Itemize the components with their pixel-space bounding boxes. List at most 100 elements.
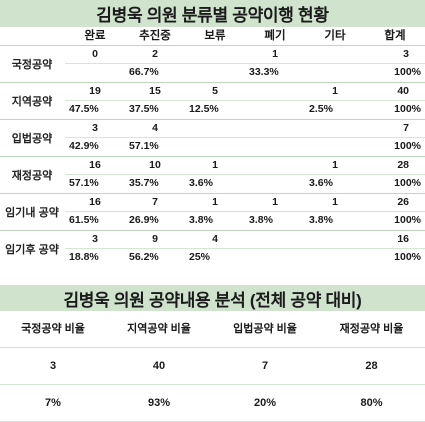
percent-cell: 26.9% bbox=[129, 214, 159, 226]
percent-cell: 18.8% bbox=[69, 251, 99, 263]
analysis-percent-row: 7% 93% 20% 80% bbox=[0, 384, 425, 422]
count-cell bbox=[245, 120, 305, 137]
count-cell: 1 bbox=[272, 48, 278, 60]
header-fiscal-ratio: 재정공약 비율 bbox=[339, 323, 404, 335]
count-cells: 16 10 1 1 28 bbox=[65, 157, 425, 174]
count-cell bbox=[305, 231, 365, 248]
count-cell: 3 bbox=[92, 122, 98, 134]
count-cell: 2 bbox=[152, 48, 158, 60]
count-cell: 3 bbox=[403, 48, 409, 60]
count-cell: 9 bbox=[152, 233, 158, 245]
percent-cell: 66.7% bbox=[129, 66, 159, 78]
percent-cell: 100% bbox=[394, 251, 421, 263]
row-divider bbox=[65, 174, 425, 175]
percent-cells: 18.8% 56.2% 25% 100% bbox=[65, 249, 425, 266]
percent-cell bbox=[245, 101, 305, 118]
percent-cell bbox=[65, 64, 125, 81]
count-cell: 0 bbox=[92, 48, 98, 60]
row-label: 입법공약 bbox=[0, 120, 64, 156]
row-divider bbox=[65, 63, 425, 64]
percent-cell: 100% bbox=[394, 103, 421, 115]
count-cells: 3 4 7 bbox=[65, 120, 425, 137]
count-cell: 1 bbox=[212, 159, 218, 171]
row-label: 임기후 공약 bbox=[0, 231, 64, 267]
percent-cell: 37.5% bbox=[129, 103, 159, 115]
regional-count: 40 bbox=[152, 360, 166, 372]
regional-percent: 93% bbox=[147, 397, 171, 409]
row-label: 재정공약 bbox=[0, 157, 64, 193]
percent-cell: 12.5% bbox=[189, 103, 219, 115]
count-cells: 3 9 4 16 bbox=[65, 231, 425, 248]
count-cell bbox=[185, 46, 245, 63]
count-cell: 3 bbox=[92, 233, 98, 245]
header-on-hold: 보류 bbox=[204, 30, 226, 42]
percent-cell: 42.9% bbox=[69, 140, 99, 152]
percent-cell: 2.5% bbox=[309, 103, 333, 115]
count-cell bbox=[185, 120, 245, 137]
count-cell bbox=[245, 83, 305, 100]
percent-cell: 3.8% bbox=[309, 214, 333, 226]
status-table-body: 국정공약 0 2 1 3 66.7% 33.3% 100% 지역공약 19 15 5 1 40 47.5% 3… bbox=[0, 45, 425, 267]
percent-cell: 57.1% bbox=[69, 177, 99, 189]
header-total: 합계 bbox=[384, 30, 406, 42]
count-cell: 1 bbox=[272, 196, 278, 208]
header-corner bbox=[0, 27, 65, 45]
header-national-ratio: 국정공약 비율 bbox=[21, 323, 85, 335]
percent-cell: 57.1% bbox=[129, 140, 159, 152]
percent-cell bbox=[185, 64, 245, 81]
percent-cell bbox=[245, 138, 305, 155]
table-row: 임기내 공약 16 7 1 1 1 26 61.5% 26.9% 3.8% 3.8% 3.8% 100% bbox=[0, 193, 425, 230]
header-other: 기타 bbox=[324, 30, 346, 42]
count-cell: 19 bbox=[89, 85, 101, 97]
percent-cell: 47.5% bbox=[69, 103, 99, 115]
national-percent: 7% bbox=[45, 397, 61, 409]
legislative-percent: 20% bbox=[253, 397, 277, 409]
percent-cell: 3.8% bbox=[249, 214, 273, 226]
percent-cell: 33.3% bbox=[249, 66, 279, 78]
percent-cells: 66.7% 33.3% 100% bbox=[65, 64, 425, 81]
percent-cell: 3.6% bbox=[309, 177, 333, 189]
analysis-header: 국정공약 비율 지역공약 비율 입법공약 비율 재정공약 비율 bbox=[0, 311, 425, 347]
table1-title: 김병욱 의원 분류별 공약이행 현황 bbox=[0, 0, 425, 27]
count-cell bbox=[245, 157, 305, 174]
row-divider bbox=[65, 248, 425, 249]
percent-cell: 25% bbox=[189, 251, 211, 263]
header-in-progress: 추진중 bbox=[139, 30, 171, 42]
header-complete: 완료 bbox=[84, 30, 106, 42]
table-row: 재정공약 16 10 1 1 28 57.1% 35.7% 3.6% 3.6% 100% bbox=[0, 156, 425, 193]
analysis-count-row: 3 40 7 28 bbox=[0, 347, 425, 384]
table-row: 입법공약 3 4 7 42.9% 57.1% 100% bbox=[0, 119, 425, 156]
percent-cells: 42.9% 57.1% 100% bbox=[65, 138, 425, 155]
count-cell: 28 bbox=[397, 159, 409, 171]
analysis-table: 국정공약 비율 지역공약 비율 입법공약 비율 재정공약 비율 3 40 7 2… bbox=[0, 311, 425, 422]
percent-cell: 100% bbox=[394, 140, 421, 152]
count-cell bbox=[305, 46, 365, 63]
count-cell: 15 bbox=[149, 85, 161, 97]
percent-cell bbox=[305, 138, 365, 155]
percent-cells: 57.1% 35.7% 3.6% 3.6% 100% bbox=[65, 175, 425, 192]
percent-cell: 61.5% bbox=[69, 214, 99, 226]
percent-cell: 56.2% bbox=[129, 251, 159, 263]
count-cell: 4 bbox=[152, 122, 158, 134]
percent-cell bbox=[185, 138, 245, 155]
count-cell bbox=[305, 120, 365, 137]
percent-cell: 35.7% bbox=[129, 177, 159, 189]
count-cells: 16 7 1 1 1 26 bbox=[65, 194, 425, 211]
table-row: 지역공약 19 15 5 1 40 47.5% 37.5% 12.5% 2.5% 100% bbox=[0, 82, 425, 119]
percent-cell: 100% bbox=[394, 66, 421, 78]
percent-cell: 3.6% bbox=[189, 177, 213, 189]
count-cell: 7 bbox=[403, 122, 409, 134]
row-divider bbox=[65, 137, 425, 138]
count-cell: 4 bbox=[212, 233, 218, 245]
count-cell: 5 bbox=[212, 85, 218, 97]
row-label: 임기내 공약 bbox=[0, 194, 64, 230]
row-label: 지역공약 bbox=[0, 83, 64, 119]
fiscal-percent: 80% bbox=[360, 397, 383, 409]
row-divider bbox=[65, 211, 425, 212]
percent-cell bbox=[245, 175, 305, 192]
count-cell: 16 bbox=[89, 196, 101, 208]
count-cell: 1 bbox=[332, 196, 338, 208]
legislative-count: 7 bbox=[261, 360, 269, 372]
count-cell: 40 bbox=[397, 85, 409, 97]
table2-title: 김병욱 의원 공약내용 분석 (전체 공약 대비) bbox=[0, 285, 425, 311]
